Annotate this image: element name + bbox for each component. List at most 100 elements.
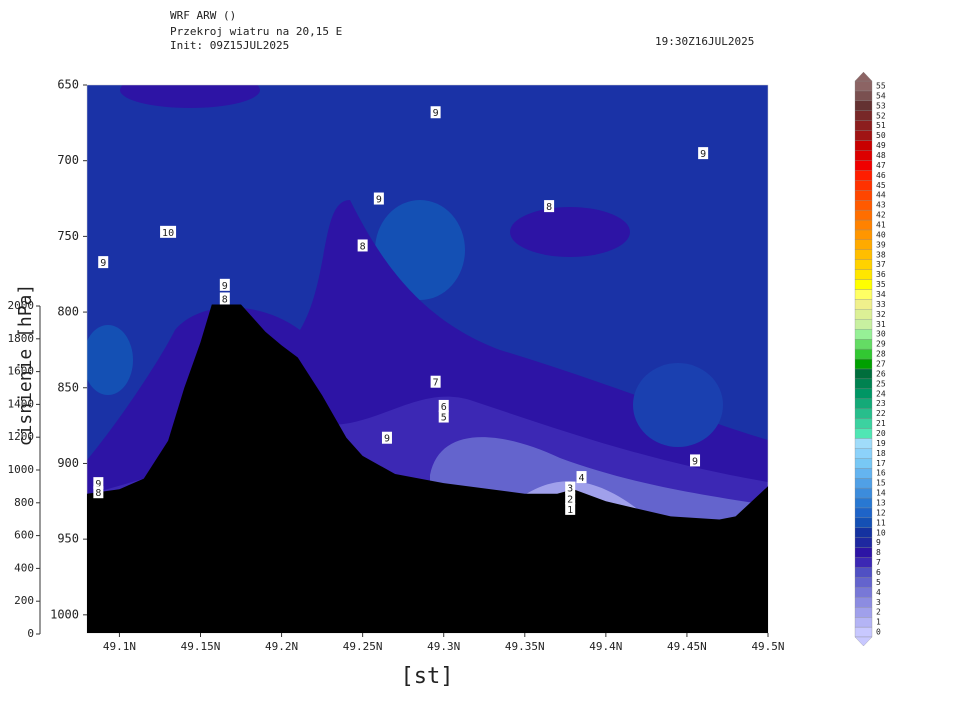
x-tick-label: 49.2N [265,640,298,653]
contour-label: 4 [579,473,585,484]
colorbar-label: 27 [876,359,886,368]
colorbar-box [854,319,873,330]
colorbar-box [854,418,873,429]
colorbar-box [854,597,873,608]
colorbar-label: 12 [876,508,886,517]
x-tick-label: 49.5N [751,640,784,653]
terrain [87,304,768,633]
y2-tick-label: 1200 [8,430,35,443]
header-line: WRF ARW () [170,9,236,22]
contour-label-box [381,431,392,444]
colorbar-label: 55 [876,81,886,90]
colorbar-box [854,497,873,509]
colorbar-box [854,90,873,102]
y-tick-label: 800 [57,305,79,319]
colorbar-label: 30 [876,330,886,339]
colorbar-label: 3 [876,598,881,607]
colorbar-label: 34 [876,290,886,299]
colorbar-label: 16 [876,469,886,478]
x-axis-label: [st] [401,664,454,689]
contour-label-box [438,410,449,423]
contour-label: 5 [441,413,447,424]
colorbar-label: 2 [876,608,881,617]
colorbar-label: 43 [876,201,886,210]
colorbar-box [854,269,873,280]
colorbar-label: 8 [876,548,881,557]
y2-tick-label: 1400 [8,397,35,410]
colorbar-box [854,309,873,320]
colorbar-box [854,209,873,221]
colorbar-label: 25 [876,379,886,388]
colorbar-box [854,537,873,548]
colorbar-box [854,428,873,439]
colorbar-label: 41 [876,220,886,229]
field-fill [87,325,133,395]
field-fill [510,207,630,257]
colorbar-label: 51 [876,121,886,130]
valid-time: 19:30Z16JUL2025 [655,35,754,48]
contour-label: 10 [162,228,174,239]
colorbar-label: 50 [876,131,886,140]
colorbar-box [854,468,873,479]
colorbar-label: 4 [876,588,881,597]
colorbar-box [854,338,873,350]
contour-label-box [544,200,555,213]
y2-tick-label: 400 [14,561,34,574]
colorbar-box [854,607,873,618]
y-tick-label: 700 [57,153,79,167]
colorbar-label: 39 [876,240,886,249]
contour-label: 8 [222,294,228,305]
field-fill [633,363,723,447]
colorbar-label: 33 [876,300,886,309]
contour-label: 8 [95,488,101,499]
colorbar-label: 13 [876,498,886,507]
colorbar-box [854,219,873,231]
contour-label-box [93,477,104,490]
contour-label-box [565,502,576,515]
contour-label-box [438,399,449,412]
colorbar-label: 42 [876,211,886,220]
x-tick-label: 49.3N [427,640,460,653]
colorbar-label: 24 [876,389,886,398]
contour-label: 9 [100,258,106,269]
y2-tick-label: 1600 [8,365,35,378]
colorbar-label: 54 [876,91,886,100]
colorbar-box [854,160,873,171]
colorbar-box [854,130,873,141]
colorbar-box [854,80,873,92]
colorbar-arrow [854,71,873,82]
contour-label-box [565,481,576,494]
colorbar-label: 0 [876,628,881,637]
colorbar-box [854,448,873,459]
contour-label: 8 [360,241,366,252]
x-tick-label: 49.25N [343,640,383,653]
colorbar-label: 46 [876,171,886,180]
colorbar-box [854,299,873,310]
colorbar-box [854,329,873,340]
colorbar-label: 38 [876,250,886,259]
colorbar-box [854,458,873,469]
y-tick-label: 950 [57,532,79,546]
contour-label-box [565,492,576,505]
y2-tick-label: 2000 [8,299,35,312]
colorbar-box [854,259,873,270]
colorbar-box [854,577,873,588]
colorbar-box [854,358,873,370]
colorbar-box [854,289,873,300]
y2-tick-label: 800 [14,496,34,509]
colorbar-label: 5 [876,578,881,587]
contour-label: 6 [441,402,447,413]
x-tick-label: 49.15N [181,640,221,653]
x-tick-label: 49.1N [103,640,136,653]
colorbar-box [854,239,873,250]
contour-label: 9 [433,108,439,119]
y2-tick-label: 1000 [8,463,35,476]
contour-label-box [373,192,384,205]
field-fill [120,85,260,108]
colorbar-box [854,378,873,389]
header-line: Init: 09Z15JUL2025 [170,39,289,52]
colorbar-label: 15 [876,479,886,488]
colorbar-box [854,249,873,260]
x-tick-label: 49.35N [505,640,545,653]
